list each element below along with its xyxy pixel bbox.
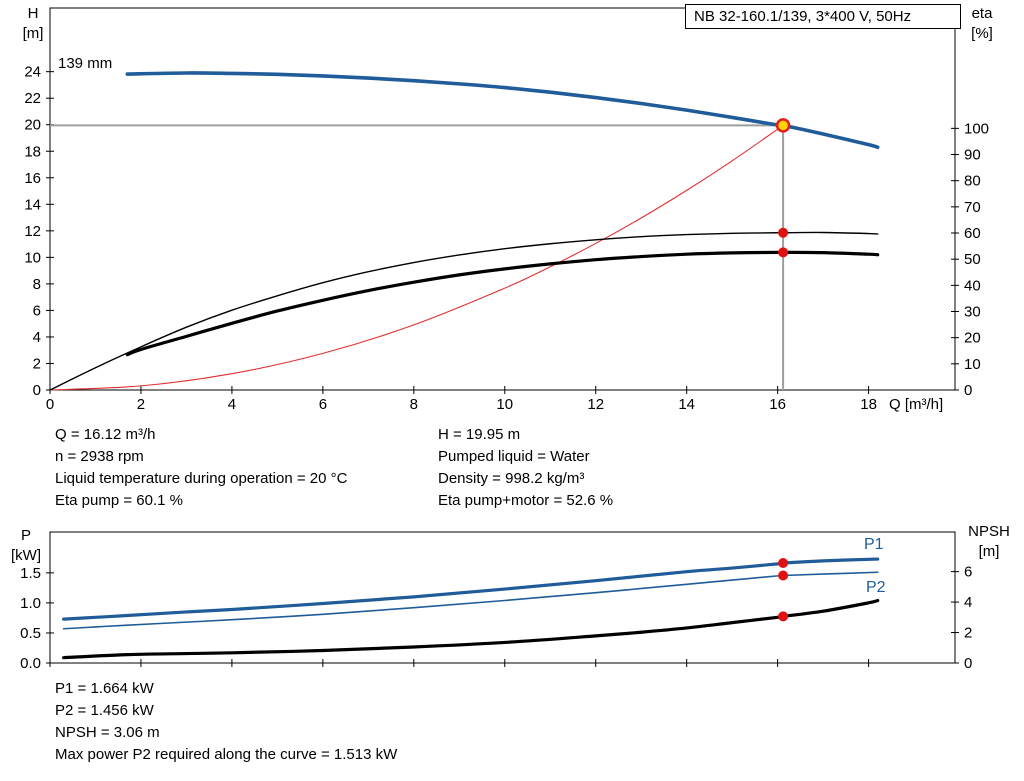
tick-label: 30 — [964, 304, 981, 321]
tick-label: 16 — [24, 170, 41, 187]
tick-label: 1.5 — [20, 565, 41, 582]
tick-label: 50 — [964, 251, 981, 268]
tick-label: 90 — [964, 147, 981, 164]
tick-label: 6 — [33, 302, 41, 319]
tick-label: 1.0 — [20, 595, 41, 612]
duty-info-left: Q = 16.12 m³/h n = 2938 rpm Liquid tempe… — [55, 424, 347, 512]
npsh-axis-symbol: NPSH — [968, 523, 1010, 540]
power-info: P1 = 1.664 kW P2 = 1.456 kW NPSH = 3.06 … — [55, 678, 397, 766]
tick-label: 2 — [33, 355, 41, 372]
tick-label: 0 — [964, 655, 972, 672]
tick-label: 22 — [24, 90, 41, 107]
series-npsh-curve — [62, 598, 880, 660]
tick-label: 4 — [228, 396, 236, 413]
tick-label: 10 — [964, 356, 981, 373]
series-head-curve-139mm — [125, 71, 880, 150]
plot-frame — [49, 531, 956, 664]
info-liquid-temp: Liquid temperature during operation = 20… — [55, 470, 348, 487]
series-p1-curve — [62, 557, 880, 621]
p1-curve-label: P1 — [864, 536, 884, 553]
info-npsh: NPSH = 3.06 m — [55, 724, 160, 741]
p2-curve-label: P2 — [866, 579, 886, 596]
tick-label: 70 — [964, 199, 981, 216]
tick-label: 12 — [587, 396, 604, 413]
tick-label: 0.5 — [20, 625, 41, 642]
eta-pump-motor-point — [778, 247, 789, 258]
duty-info-right: H = 19.95 m Pumped liquid = Water Densit… — [438, 424, 613, 512]
tick-label: 10 — [496, 396, 513, 413]
tick-label: 0 — [964, 382, 972, 399]
tick-label: 40 — [964, 277, 981, 294]
tick-label: 18 — [24, 143, 41, 160]
info-head: H = 19.95 m — [438, 426, 521, 443]
info-density: Density = 998.2 kg/m³ — [438, 470, 585, 487]
info-p1: P1 = 1.664 kW — [55, 680, 154, 697]
info-flow: Q = 16.12 m³/h — [55, 426, 156, 443]
info-max-power: Max power P2 required along the curve = … — [55, 746, 398, 763]
tick-label: 14 — [678, 396, 695, 413]
tick-label: 0 — [33, 382, 41, 399]
pump-title-box: NB 32-160.1/139, 3*400 V, 50Hz — [685, 4, 961, 29]
tick-label: 6 — [964, 564, 972, 581]
impeller-size-label: 139 mm — [58, 55, 113, 72]
tick-label: 24 — [24, 64, 41, 81]
tick-label: 4 — [33, 329, 41, 346]
tick-label: 100 — [964, 120, 989, 137]
tick-label: 14 — [24, 196, 41, 213]
tick-label: 60 — [964, 225, 981, 242]
tick-label: 20 — [24, 117, 41, 134]
npsh-point — [778, 611, 789, 622]
series-eta-pump-curve — [49, 231, 879, 391]
info-speed: n = 2938 rpm — [55, 448, 144, 465]
hq-eta-chart: 0 2 4 6 8 10 12 14 16 180246810121416182022240102… — [24, 7, 989, 413]
npsh-axis-label: NPSH [m] — [960, 522, 1018, 562]
tick-label: 6 — [319, 396, 327, 413]
power-axis-symbol: P — [20, 527, 31, 544]
eta-axis-symbol: eta — [971, 5, 993, 22]
tick-label: 0.0 — [20, 655, 41, 672]
p1-point — [778, 558, 789, 569]
tick-label: 20 — [964, 330, 981, 347]
tick-label: 2 — [137, 396, 145, 413]
head-axis-label: H [m] — [14, 4, 52, 44]
series-system-curve — [49, 124, 784, 391]
tick-label: 0 — [46, 396, 54, 413]
tick-label: 16 — [769, 396, 786, 413]
tick-label: 80 — [964, 173, 981, 190]
power-axis-unit: [kW] — [11, 547, 41, 564]
power-npsh-chart: 0.0 0.5 1.0 1.5 0 2 4 6 — [20, 531, 972, 672]
duty-point[interactable] — [775, 118, 791, 133]
tick-label: 18 — [860, 396, 877, 413]
tick-label: 4 — [964, 594, 972, 611]
power-axis-label: P [kW] — [4, 526, 48, 566]
tick-label: 10 — [24, 249, 41, 266]
tick-label: 2 — [964, 625, 972, 642]
p2-point — [778, 570, 789, 581]
tick-label: 8 — [410, 396, 418, 413]
tick-label: 8 — [33, 276, 41, 293]
info-eta-pump: Eta pump = 60.1 % — [55, 492, 183, 509]
flow-axis-label: Q [m³/h] — [889, 396, 944, 413]
info-pumped-liquid: Pumped liquid = Water — [438, 448, 590, 465]
npsh-axis-unit: [m] — [978, 543, 1000, 560]
tick-label: 12 — [24, 223, 41, 240]
eta-pump-point — [778, 227, 789, 238]
info-p2: P2 = 1.456 kW — [55, 702, 154, 719]
head-axis-symbol: H — [27, 5, 39, 22]
plot-frame — [49, 7, 956, 391]
eta-axis-label: eta [%] — [958, 4, 1006, 44]
info-eta-pump-motor: Eta pump+motor = 52.6 % — [438, 492, 614, 509]
head-axis-unit: [m] — [22, 25, 44, 42]
eta-axis-unit: [%] — [971, 25, 993, 42]
series-eta-pump-motor-curve — [125, 250, 880, 357]
